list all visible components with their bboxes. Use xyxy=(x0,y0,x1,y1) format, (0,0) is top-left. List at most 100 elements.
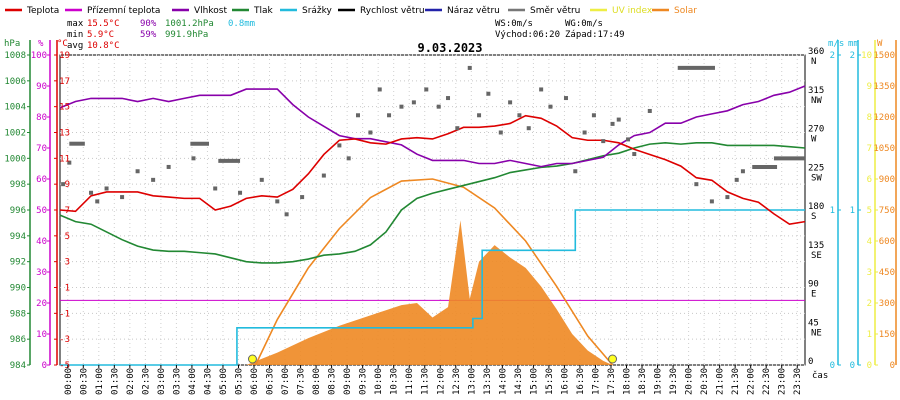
pressure-tick-label: 990 xyxy=(10,284,26,294)
x-tick-label: 11:00 xyxy=(405,368,415,395)
direction-cardinal-label: E xyxy=(811,290,816,300)
direction-dot xyxy=(284,212,289,217)
x-tick-label: 22:00 xyxy=(747,368,757,395)
direction-dot xyxy=(61,182,66,187)
x-tick-label: 01:30 xyxy=(110,368,120,395)
solar-tick-label: 300 xyxy=(879,299,895,309)
direction-dot xyxy=(563,96,568,101)
x-tick-label: 08:00 xyxy=(312,368,322,395)
x-tick-label: 01:00 xyxy=(95,368,105,395)
humidity-tick-label: 80 xyxy=(36,113,47,123)
wind_speed-axis-label: m/s xyxy=(828,39,844,49)
direction-dot xyxy=(548,104,553,109)
wind_speed-tick-label: 0 xyxy=(830,361,835,371)
direction-tick-label: 315 xyxy=(808,86,824,96)
x-tick-label: 17:00 xyxy=(591,368,601,395)
pressure-tick-label: 988 xyxy=(10,309,26,319)
humidity-tick-label: 0 xyxy=(42,361,47,371)
wind-info: WS:0m/s WG:0m/s Východ:06:20 Západ:17:49 xyxy=(495,19,625,40)
pressure-tick-label: 1008 xyxy=(4,51,26,61)
direction-dot xyxy=(734,177,739,182)
stat-min-press: 991.9hPa xyxy=(165,30,208,40)
solar-axis-label: W xyxy=(877,39,883,49)
direction-tick-label: 360 xyxy=(808,47,824,57)
x-tick-label: 00:30 xyxy=(79,368,89,395)
x-tick-label: 06:00 xyxy=(250,368,260,395)
direction-tick-label: 45 xyxy=(808,318,819,328)
direction-dot xyxy=(399,104,404,109)
x-tick-label: 12:00 xyxy=(436,368,446,395)
x-tick-label: 10:30 xyxy=(390,368,400,395)
sunrise-info: Východ:06:20 xyxy=(495,30,560,40)
series-tlak xyxy=(59,142,806,264)
solar-tick-label: 1050 xyxy=(873,144,895,154)
humidity-tick-label: 70 xyxy=(36,144,47,154)
rain-tick-label: 2 xyxy=(850,51,855,61)
temperature-tick-label: 3 xyxy=(65,258,70,268)
direction-dot xyxy=(337,143,342,148)
direction-dot xyxy=(120,195,125,200)
x-tick-label: 23:30 xyxy=(793,368,803,395)
humidity-tick-label: 20 xyxy=(36,299,47,309)
temperature-tick-label: 9 xyxy=(65,180,70,190)
pressure-tick-label: 996 xyxy=(10,206,26,216)
direction-dot xyxy=(725,195,730,200)
direction-dot xyxy=(740,169,745,174)
stat-avg-label: avg xyxy=(67,41,83,51)
x-tick-label: 03:00 xyxy=(157,368,167,395)
direction-dot xyxy=(300,195,305,200)
chart-title: 9.03.2023 xyxy=(417,41,482,55)
x-tick-label: 02:30 xyxy=(141,368,151,395)
temperature-tick-label: 17 xyxy=(59,77,70,87)
pressure-tick-label: 992 xyxy=(10,258,26,268)
x-tick-label: 05:30 xyxy=(234,368,244,395)
direction-dot xyxy=(601,139,606,144)
humidity-tick-label: 60 xyxy=(36,175,47,185)
direction-dot xyxy=(709,199,714,204)
direction-dot xyxy=(191,156,196,161)
rain-tick-label: 1 xyxy=(850,206,855,216)
temperature-tick-label: -1 xyxy=(59,309,70,319)
series-vlhkost xyxy=(59,85,806,168)
uv-tick-label: 7 xyxy=(867,144,872,154)
direction-dot xyxy=(104,186,109,191)
x-tick-label: 00:00 xyxy=(64,368,74,395)
direction-cardinal-label: NE xyxy=(811,328,822,338)
x-tick-label: 11:30 xyxy=(421,368,431,395)
direction-tick-label: 225 xyxy=(808,163,824,173)
humidity-tick-label: 100 xyxy=(31,51,47,61)
temperature-tick-label: 19 xyxy=(59,51,70,61)
direction-dot xyxy=(517,113,522,118)
pressure-tick-label: 1000 xyxy=(4,154,26,164)
direction-tick-label: 135 xyxy=(808,241,824,251)
solar-tick-label: 1500 xyxy=(873,51,895,61)
uv-tick-label: 2 xyxy=(867,299,872,309)
stat-avg-temp: 10.8°C xyxy=(87,41,120,51)
pressure-tick-label: 984 xyxy=(10,361,26,371)
direction-dot xyxy=(89,190,94,195)
direction-dot xyxy=(467,65,472,70)
direction-dot xyxy=(213,186,218,191)
direction-dot xyxy=(259,177,264,182)
x-unit-label: čas xyxy=(812,370,828,381)
direction-dot xyxy=(446,96,451,101)
direction-cardinal-label: S xyxy=(811,212,816,222)
temperature-axis-label: °C xyxy=(57,39,68,49)
legend-label: UV index xyxy=(612,6,653,16)
pressure-axis-label: hPa xyxy=(4,39,20,49)
uv-marker xyxy=(247,354,257,364)
direction-dot xyxy=(632,152,637,157)
x-tick-label: 23:00 xyxy=(778,368,788,395)
legend: Teplota Přízemní teplota Vlhkost Tlak Srážky… xyxy=(5,6,697,16)
uv-tick-label: 8 xyxy=(867,113,872,123)
x-tick-label: 12:30 xyxy=(452,368,462,395)
uv-tick-label: 6 xyxy=(867,175,872,185)
direction-dot xyxy=(486,91,491,96)
humidity-tick-label: 40 xyxy=(36,237,47,247)
uv-tick-label: 4 xyxy=(867,237,872,247)
rain-tick-label: 0 xyxy=(850,361,855,371)
direction-dot xyxy=(498,130,503,135)
temperature-tick-label: 13 xyxy=(59,129,70,139)
x-tick-label: 16:30 xyxy=(576,368,586,395)
